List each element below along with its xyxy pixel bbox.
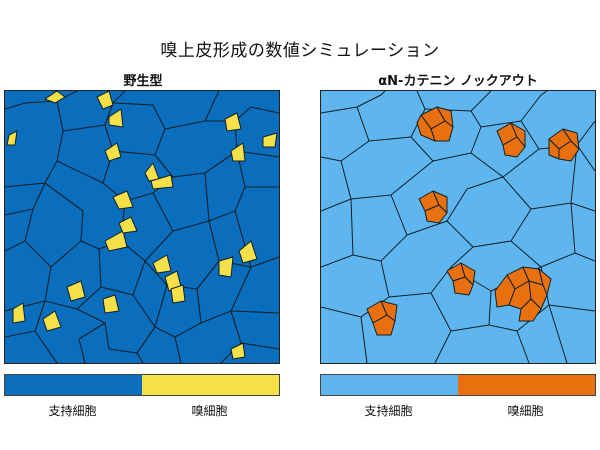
olfactory-cell [548,138,560,160]
olfactory-cells [6,91,278,360]
legend-swatch-olfactory-cell [142,375,279,395]
olfactory-cell [118,216,138,234]
olfactory-cell [424,204,448,224]
legend-label-olfactory-cell: 嗅細胞 [507,404,544,418]
olfactory-cluster [366,300,398,336]
olfactory-cell [6,130,18,146]
olfactory-cell [528,280,548,310]
olfactory-cell [262,132,278,148]
knockout-panel-title: αN-カテニン ノックアウト [378,74,538,89]
legend-swatch-olfactory-cell [458,375,595,395]
olfactory-cell [518,298,542,322]
olfactory-cluster [416,106,454,142]
olfactory-cell [502,136,526,158]
olfactory-cell [104,142,122,162]
legend-label-supporting-cell: 支持細胞 [48,404,97,418]
olfactory-cluster [548,128,580,162]
olfactory-cell [66,280,86,302]
legend-swatch-supporting-cell [321,375,458,395]
olfactory-cell [416,114,436,142]
olfactory-cell [104,230,128,252]
knockout-legend-bar [320,374,596,396]
olfactory-cluster [494,266,552,322]
olfactory-cell [96,91,114,110]
olfactory-cell [152,254,172,274]
figure-title: 嗅上皮形成の数値シミュレーション [160,41,440,61]
cell-boundaries [321,91,595,363]
knockout-simulation-panel [320,90,596,364]
olfactory-cell [150,174,174,190]
legend-label-olfactory-cell: 嗅細胞 [191,404,228,418]
olfactory-cell [112,190,134,210]
olfactory-cell [102,294,120,314]
olfactory-cell [230,342,246,360]
olfactory-cell [218,256,234,278]
olfactory-cell [12,302,26,324]
legend-label-supporting-cell: 支持細胞 [364,404,413,418]
olfactory-cluster [418,190,448,224]
olfactory-cell [108,108,124,128]
wild-type-panel-title: 野生型 [123,74,163,89]
supporting-cell-region [321,91,595,363]
olfactory-cell [452,276,474,296]
wild-type-simulation-panel [4,90,280,364]
legend-swatch-supporting-cell [5,375,142,395]
olfactory-cell [372,314,396,336]
olfactory-cell [230,142,246,162]
wild-type-tissue [5,91,279,363]
olfactory-cluster [446,262,476,296]
wild-type-legend-bar [4,374,280,396]
olfactory-cell [170,284,186,304]
olfactory-cell-clusters [366,106,580,336]
olfactory-cell [42,310,62,332]
knockout-tissue [321,91,595,363]
olfactory-cell [44,91,66,104]
olfactory-cell [224,112,242,132]
olfactory-cell [238,240,258,264]
olfactory-cluster [496,122,526,158]
